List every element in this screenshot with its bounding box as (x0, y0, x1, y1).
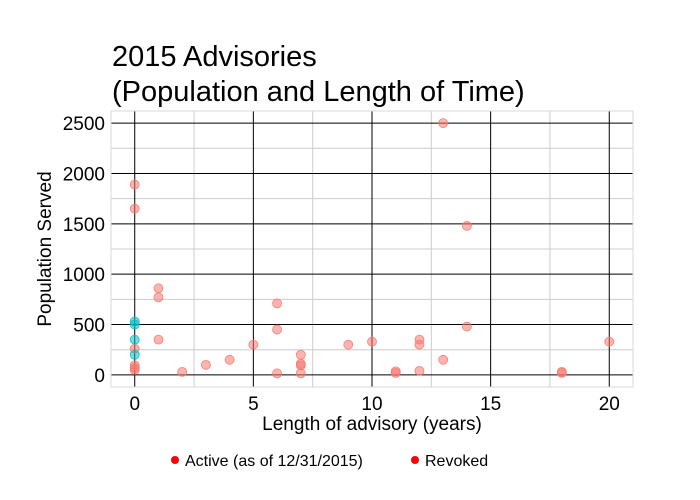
revoked-advisory-point (129, 319, 140, 330)
active-advisory-point (438, 118, 449, 128)
y-tick-label: 500 (73, 316, 105, 337)
chart-title: 2015 Advisories (Population and Length o… (112, 41, 525, 108)
y-tick-label: 0 (94, 366, 105, 387)
active-advisory-point (604, 336, 615, 347)
y-axis-tick-labels: 0 500 1000 1500 2000 2500 (63, 114, 105, 387)
y-tick-label: 1500 (63, 215, 105, 236)
active-advisory-point (248, 339, 259, 350)
active-advisory-point (295, 360, 306, 371)
y-tick-label: 2500 (63, 114, 105, 135)
plot-border (110, 110, 634, 388)
active-advisory-point (153, 292, 164, 303)
x-tick-label: 0 (129, 394, 140, 415)
legend-active-marker (171, 456, 179, 464)
y-tick-label: 1000 (63, 265, 105, 286)
active-advisory-point (390, 367, 401, 378)
active-advisory-point (414, 365, 425, 376)
active-advisory-point (295, 368, 306, 379)
x-tick-label: 15 (480, 394, 501, 415)
active-advisory-point (224, 354, 235, 365)
active-advisory-point (462, 321, 472, 332)
active-advisory-point (201, 359, 211, 370)
active-advisory-point (438, 354, 449, 365)
active-advisory-point (343, 339, 354, 350)
revoked-advisory-point (129, 349, 140, 360)
legend: Active (as of 12/31/2015) Revoked (171, 453, 488, 470)
active-advisory-point (153, 283, 164, 294)
active-advisory-point (295, 349, 306, 360)
data-points (129, 118, 615, 379)
active-advisory-point (153, 334, 164, 345)
chart-title-line-2: (Population and Length of Time) (112, 76, 525, 108)
x-tick-label: 5 (248, 394, 259, 415)
active-advisory-point (367, 336, 377, 347)
x-axis-label: Length of advisory (years) (262, 414, 482, 435)
legend-revoked-label: Revoked (425, 453, 488, 470)
x-tick-label: 20 (599, 394, 620, 415)
active-advisory-point (556, 367, 567, 378)
active-advisory-point (129, 364, 140, 375)
y-axis-label: Population Served (35, 171, 56, 326)
x-axis-tick-labels: 0 5 10 15 20 (129, 394, 619, 415)
chart-title-line-1: 2015 Advisories (112, 41, 317, 73)
active-advisory-point (272, 324, 282, 335)
legend-revoked-marker (411, 456, 419, 464)
active-advisory-point (129, 179, 140, 190)
x-tick-label: 10 (361, 394, 382, 415)
active-advisory-point (129, 203, 140, 214)
active-advisory-point (272, 368, 282, 379)
y-tick-label: 2000 (63, 164, 105, 185)
legend-active-label: Active (as of 12/31/2015) (185, 453, 363, 470)
active-advisory-point (177, 366, 188, 377)
revoked-advisory-point (129, 334, 140, 345)
active-advisory-point (272, 298, 282, 309)
active-advisory-point (414, 339, 425, 350)
active-advisory-point (462, 220, 472, 231)
